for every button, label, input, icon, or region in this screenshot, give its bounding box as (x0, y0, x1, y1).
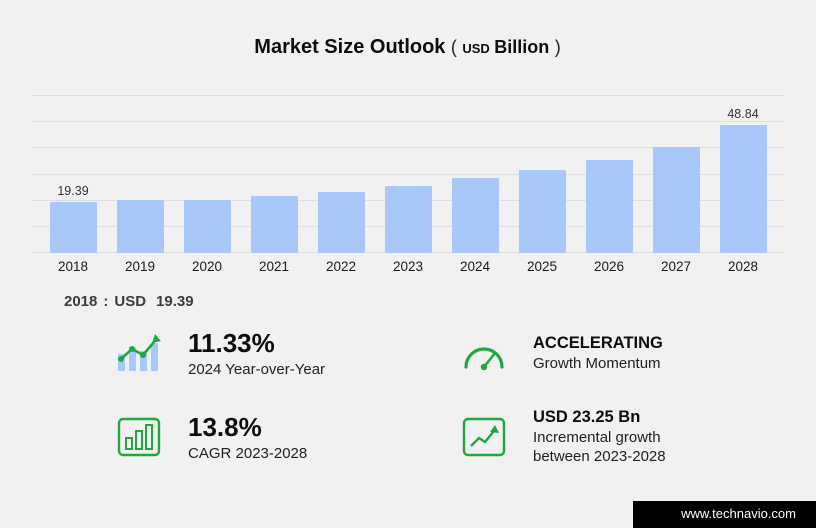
incremental-growth-label-line1: Incremental growth (533, 429, 661, 446)
title-currency: USD (462, 41, 490, 56)
speedometer-icon (457, 335, 511, 371)
incremental-growth-value: USD 23.25 Bn (533, 408, 641, 426)
growth-momentum-value: ACCELERATING (533, 334, 663, 352)
bar-chart: 19.39 2018 2019 2020 2021 2022 2023 2024 2025 202… (32, 83, 784, 279)
bar-slot-2023: 2023 (377, 186, 439, 279)
x-axis-label-2024: 2024 (459, 259, 491, 274)
bar-slot-2018: 19.39 2018 (42, 184, 104, 279)
stats-grid: 11.33% 2024 Year-over-Year ACCELERATING … (112, 328, 816, 465)
bars: 19.39 2018 2019 2020 2021 2022 2023 2024 2025 202… (32, 83, 784, 279)
x-axis-label-2028: 2028 (727, 259, 759, 274)
bar-slot-2024: 2024 (444, 178, 506, 279)
bar-2027 (652, 147, 700, 253)
callout-value: 19.39 (156, 293, 194, 310)
base-year-callout: 2018: USD 19.39 (64, 293, 816, 310)
x-axis-label-2023: 2023 (392, 259, 424, 274)
bar-2025 (518, 170, 566, 253)
gridline (32, 121, 784, 123)
yoy-growth-value: 11.33% (188, 328, 275, 358)
bar-2023 (384, 186, 432, 253)
bar-slot-2025: 2025 (511, 170, 573, 279)
website-url[interactable]: www.technavio.com (633, 501, 816, 528)
line-chart-box-icon (457, 417, 511, 457)
bar-2020 (183, 200, 231, 253)
incremental-growth-label-line2: between 2023-2028 (533, 448, 666, 465)
x-axis-label-2019: 2019 (124, 259, 156, 274)
page-title: Market Size Outlook ( USD Billion ) (0, 0, 816, 59)
cagr-label: CAGR 2023-2028 (188, 444, 308, 462)
bar-slot-2028: 48.84 2028 (712, 107, 774, 279)
x-axis-label-2018: 2018 (57, 259, 89, 274)
bar-value-label-2018: 19.39 (57, 184, 89, 198)
bar-2021 (250, 196, 298, 253)
cagr-value: 13.8% (188, 411, 262, 442)
callout-year: 2018 (64, 293, 98, 310)
bar-slot-2026: 2026 (578, 160, 640, 279)
stat-cagr: 13.8% CAGR 2023-2028 (112, 408, 457, 465)
callout-currency: USD (114, 293, 147, 310)
title-close-paren: ) (554, 37, 561, 57)
stat-yoy-growth: 11.33% 2024 Year-over-Year (112, 328, 457, 378)
x-axis-label-2025: 2025 (526, 259, 558, 274)
bar-slot-2027: 2027 (645, 147, 707, 279)
callout-separator: : (103, 293, 109, 310)
x-axis-label-2020: 2020 (191, 259, 223, 274)
bar-2019 (116, 200, 164, 253)
bar-slot-2021: 2021 (243, 196, 305, 279)
bar-2024 (451, 178, 499, 253)
bar-value-label-2028: 48.84 (727, 107, 759, 121)
title-open-paren: ( (450, 37, 457, 57)
x-axis-label-2027: 2027 (660, 259, 692, 274)
growth-momentum-label: Growth Momentum (533, 355, 661, 372)
gridline (32, 173, 784, 175)
bar-slot-2022: 2022 (310, 192, 372, 279)
bar-slot-2019: 2019 (109, 200, 171, 279)
bar-chart-box-icon (112, 417, 166, 457)
x-axis-label-2026: 2026 (593, 259, 625, 274)
title-main: Market Size Outlook (254, 36, 446, 58)
plot-area: 19.39 2018 2019 2020 2021 2022 2023 2024 2025 202… (32, 83, 784, 279)
gridline (32, 147, 784, 149)
stat-growth-momentum: ACCELERATING Growth Momentum (457, 328, 816, 378)
bar-2026 (585, 160, 633, 253)
stat-incremental-growth: USD 23.25 Bn Incremental growth between … (457, 408, 816, 465)
bar-2028 (719, 125, 767, 253)
bar-slot-2020: 2020 (176, 200, 238, 279)
x-axis-label-2021: 2021 (258, 259, 290, 274)
title-unit: Billion (494, 37, 550, 57)
x-axis-label-2022: 2022 (325, 259, 357, 274)
bar-2018 (49, 202, 97, 253)
gridline (32, 95, 784, 97)
growth-bars-icon (112, 332, 166, 374)
bar-2022 (317, 192, 365, 253)
yoy-growth-label: 2024 Year-over-Year (188, 361, 326, 378)
